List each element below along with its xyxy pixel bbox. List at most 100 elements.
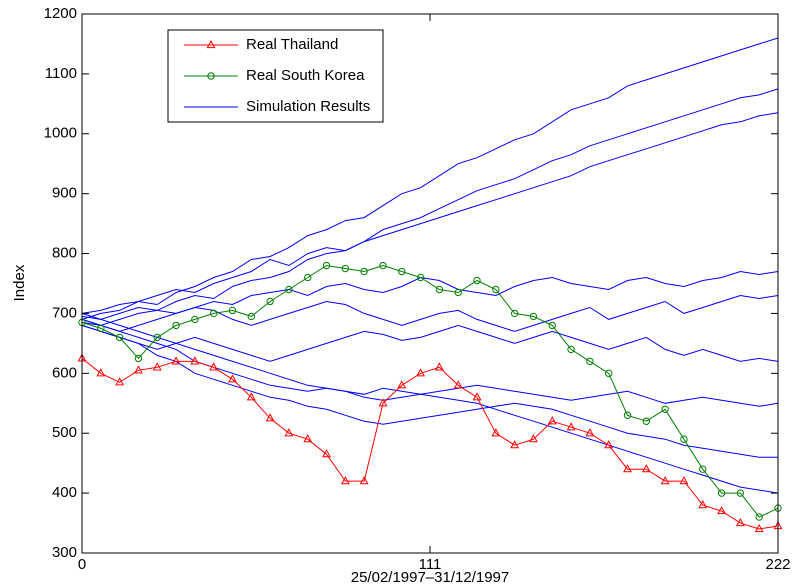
circle-marker xyxy=(285,285,293,294)
triangle-marker xyxy=(754,523,764,533)
data-line xyxy=(81,294,779,332)
legend-label: Real South Korea xyxy=(246,67,365,84)
circle-marker xyxy=(454,288,462,297)
circle-marker xyxy=(510,309,519,318)
circle-marker xyxy=(586,357,594,366)
legend-label: Simulation Results xyxy=(246,98,370,115)
triangle-marker xyxy=(171,356,181,365)
data-line xyxy=(81,264,779,518)
triangle-marker xyxy=(510,440,520,449)
circle-marker xyxy=(153,333,161,342)
circle-marker xyxy=(304,273,312,282)
data-line xyxy=(81,318,779,407)
triangle-marker xyxy=(190,356,200,365)
triangle-marker xyxy=(133,365,143,374)
y-tick-label: 1200 xyxy=(44,5,77,22)
circle-marker xyxy=(172,321,180,330)
circle-marker xyxy=(623,411,632,419)
y-axis-label: Index xyxy=(11,264,28,301)
triangle-marker xyxy=(604,440,614,449)
triangle-marker xyxy=(623,464,632,473)
circle-marker xyxy=(548,321,556,330)
triangle-marker xyxy=(529,434,538,443)
circle-marker xyxy=(134,354,143,363)
triangle-marker xyxy=(228,374,237,383)
data-line xyxy=(81,270,779,326)
circle-marker xyxy=(416,273,425,282)
triangle-marker xyxy=(340,476,350,485)
circle-marker xyxy=(115,333,124,342)
circle-marker xyxy=(360,267,368,276)
triangle-marker xyxy=(472,392,482,401)
triangle-marker xyxy=(416,368,426,377)
triangle-marker xyxy=(679,476,689,485)
triangle-marker xyxy=(209,362,219,371)
circle-marker xyxy=(191,315,199,324)
triangle-marker xyxy=(735,518,745,527)
y-tick-label: 800 xyxy=(52,245,77,262)
triangle-marker xyxy=(717,506,727,515)
triangle-marker xyxy=(397,380,407,389)
circle-marker xyxy=(529,312,538,321)
triangle-marker xyxy=(96,368,106,377)
triangle-marker xyxy=(206,39,216,49)
y-tick-label: 700 xyxy=(52,304,77,321)
circle-marker xyxy=(228,306,237,315)
triangle-marker xyxy=(322,449,331,458)
triangle-marker xyxy=(566,422,576,431)
triangle-marker xyxy=(547,416,557,425)
circle-marker xyxy=(322,261,331,270)
legend-label: Real Thailand xyxy=(246,36,338,53)
triangle-marker xyxy=(698,500,708,509)
triangle-marker xyxy=(246,392,256,401)
circle-marker xyxy=(207,72,215,80)
circle-marker xyxy=(398,267,406,276)
circle-marker xyxy=(699,465,707,473)
data-line xyxy=(81,358,779,530)
triangle-marker xyxy=(265,413,275,422)
data-line xyxy=(81,112,779,314)
data-line xyxy=(81,37,779,320)
data-line xyxy=(81,324,779,362)
triangle-marker xyxy=(378,398,388,407)
x-axis-label: 25/02/1997–31/12/1997 xyxy=(351,569,510,586)
triangle-marker xyxy=(453,380,463,389)
triangle-marker xyxy=(434,362,444,371)
x-tick-label: 0 xyxy=(78,556,86,573)
data-line xyxy=(81,312,779,494)
data-line xyxy=(81,88,779,320)
circle-marker xyxy=(435,285,444,294)
circle-marker xyxy=(567,345,575,354)
circle-marker xyxy=(97,324,105,333)
y-tick-label: 500 xyxy=(52,424,77,441)
circle-marker xyxy=(492,285,500,294)
y-tick-label: 300 xyxy=(52,544,77,561)
triangle-marker xyxy=(359,476,369,485)
circle-marker xyxy=(379,261,387,270)
y-tick-label: 1000 xyxy=(44,125,77,142)
triangle-marker xyxy=(660,476,670,485)
circle-marker xyxy=(755,513,763,521)
triangle-marker xyxy=(115,377,125,386)
triangle-marker xyxy=(303,434,313,443)
circle-marker xyxy=(266,297,274,306)
y-tick-label: 900 xyxy=(52,185,77,202)
circle-marker xyxy=(473,276,481,285)
circle-marker xyxy=(717,489,726,497)
circle-marker xyxy=(341,264,350,273)
circle-marker xyxy=(209,309,218,318)
triangle-marker xyxy=(284,428,294,437)
x-tick-label: 222 xyxy=(765,556,790,573)
circle-marker xyxy=(605,369,613,378)
circle-marker xyxy=(661,405,669,413)
y-tick-label: 1100 xyxy=(45,65,77,82)
triangle-marker xyxy=(491,428,501,437)
triangle-marker xyxy=(152,362,162,371)
x-tick-label: 111 xyxy=(419,556,442,573)
triangle-marker xyxy=(641,464,651,473)
y-tick-label: 400 xyxy=(52,484,77,501)
triangle-marker xyxy=(585,428,595,437)
y-tick-label: 600 xyxy=(52,364,77,381)
circle-marker xyxy=(736,489,745,497)
